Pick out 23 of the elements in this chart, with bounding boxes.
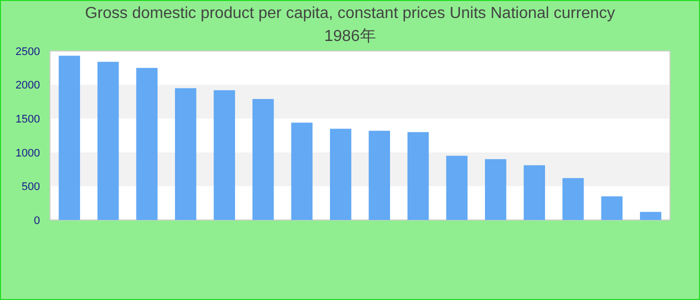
y-tick-label: 1000: [16, 147, 40, 160]
y-tick-label: 2000: [16, 80, 40, 92]
y-tick-label: 2500: [16, 46, 40, 58]
bar: [484, 159, 506, 220]
y-tick-label: 0: [34, 214, 40, 227]
bar: [97, 62, 119, 220]
bar: [446, 156, 468, 220]
bar: [136, 68, 158, 220]
bar: [174, 88, 196, 220]
bar: [368, 130, 390, 220]
bar: [330, 128, 352, 220]
bar: [562, 178, 584, 220]
bar: [252, 98, 274, 220]
bar: [214, 90, 236, 220]
y-tick-label: 500: [22, 181, 40, 194]
bar: [601, 196, 623, 220]
chart-title: Gross domestic product per capita, constant prices Units National currency 1986年: [84, 5, 616, 45]
y-tick-label: 1500: [16, 113, 40, 126]
bar: [524, 165, 546, 220]
bar: [58, 56, 80, 220]
bar: [407, 132, 429, 220]
bar: [640, 212, 662, 220]
bar: [291, 122, 313, 220]
